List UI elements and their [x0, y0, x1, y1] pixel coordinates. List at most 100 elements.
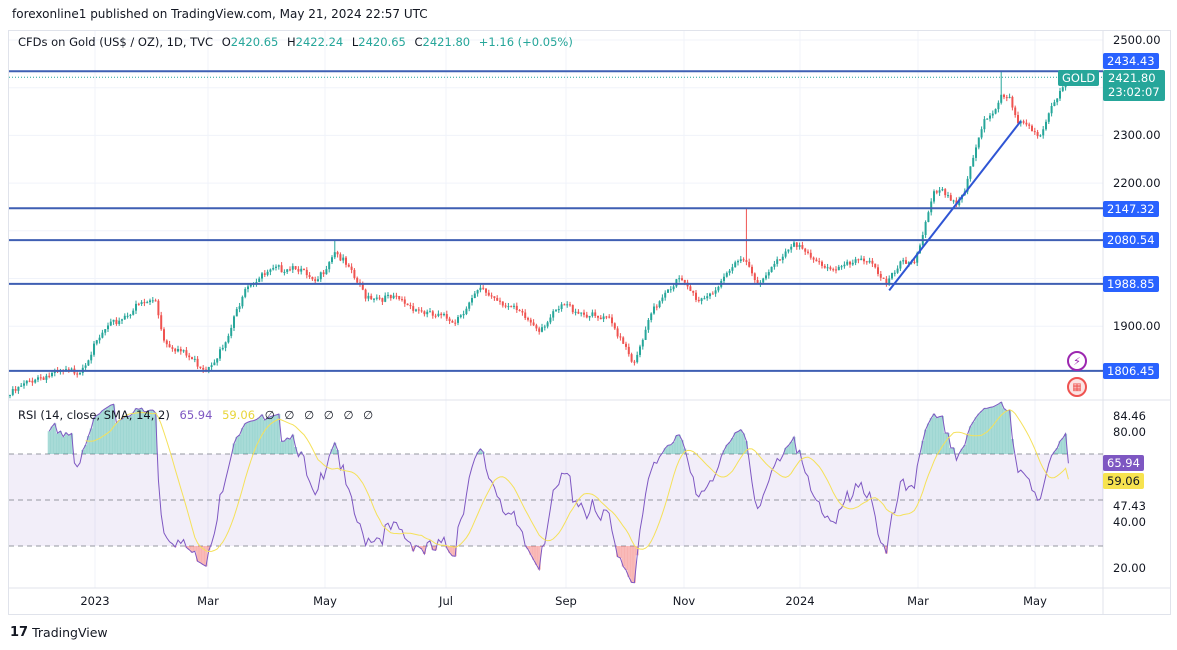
candle-body: [193, 358, 196, 360]
candle-body: [641, 339, 644, 347]
candle-body: [398, 296, 401, 300]
candle-body: [731, 267, 734, 271]
candle-body: [482, 287, 485, 289]
candle-body: [902, 260, 905, 262]
candle-body: [440, 313, 443, 316]
candle-body: [401, 299, 403, 301]
candle-body: [818, 261, 821, 263]
us-flag-icon[interactable]: ▦: [1067, 377, 1087, 397]
candle-body: [555, 310, 557, 312]
candle-body: [972, 157, 975, 167]
candle-body: [305, 269, 308, 276]
candle-body: [224, 342, 227, 348]
candle-body: [389, 294, 392, 299]
candle-body: [907, 262, 910, 264]
candle-body: [87, 360, 90, 366]
candle-body: [762, 278, 765, 283]
candle-body: [314, 279, 317, 282]
tradingview-logo[interactable]: 17 TradingView: [10, 625, 108, 640]
time-tick: Sep: [555, 594, 577, 608]
candle-body: [468, 302, 471, 309]
candle-body: [840, 266, 843, 268]
candle-body: [249, 284, 252, 287]
rsi-sma-value: 59.06: [222, 408, 256, 422]
candle-body: [202, 367, 205, 370]
candle-body: [185, 350, 188, 356]
candle-body: [149, 300, 151, 303]
candle-body: [938, 190, 941, 193]
candle-body: [277, 265, 280, 267]
candle-body: [171, 347, 174, 349]
candle-body: [966, 178, 969, 192]
candle-body: [667, 289, 669, 293]
candle-body: [812, 257, 815, 260]
candle-body: [233, 316, 235, 328]
candle-body: [443, 314, 445, 316]
candle-body: [387, 294, 389, 296]
candle-body: [76, 373, 79, 375]
candle-body: [924, 221, 927, 236]
candle-body: [28, 380, 31, 382]
candle-body: [700, 298, 703, 302]
candle-body: [734, 262, 737, 268]
candle-body: [784, 251, 787, 257]
candle-body: [476, 290, 479, 294]
candle-body: [490, 295, 493, 297]
level-tag-2434: 2434.43: [1103, 53, 1159, 69]
candle-body: [770, 266, 773, 273]
candle-body: [39, 377, 42, 379]
candle-body: [776, 259, 779, 264]
candle-body: [585, 314, 588, 318]
candle-body: [636, 354, 639, 363]
rsi-tick: 40.00: [1113, 515, 1146, 529]
candle-body: [412, 306, 415, 311]
candle-body: [919, 245, 921, 253]
close-label: C: [414, 35, 423, 49]
change-value: +1.16 (+0.05%): [478, 35, 573, 49]
candle-body: [1000, 94, 1003, 103]
candle-body: [95, 340, 98, 344]
rsi-sma-tag: 59.06: [1103, 473, 1144, 489]
candle-body: [487, 292, 490, 296]
candle-body: [706, 296, 709, 299]
low-label: L: [351, 35, 359, 49]
time-tick: Nov: [672, 594, 696, 608]
candle-body: [409, 305, 412, 307]
candle-body: [678, 278, 681, 280]
candle-body: [801, 245, 804, 249]
candle-body: [975, 147, 977, 158]
candle-body: [672, 286, 675, 290]
candle-body: [37, 377, 39, 380]
candle-body: [269, 269, 272, 272]
candle-body: [543, 326, 546, 328]
brand-name: TradingView: [32, 625, 108, 640]
candle-body: [457, 317, 459, 323]
lightning-icon[interactable]: ⚡: [1067, 351, 1087, 371]
candle-body: [98, 337, 101, 341]
candle-body: [381, 298, 384, 302]
candle-body: [655, 306, 658, 308]
candle-body: [790, 246, 793, 250]
candle-body: [944, 189, 947, 196]
candle-body: [109, 321, 112, 326]
candle-body: [216, 358, 219, 363]
candle-body: [846, 261, 849, 265]
candle-body: [711, 293, 714, 295]
candle-body: [499, 300, 501, 302]
candle-body: [272, 267, 275, 270]
candle-body: [745, 260, 748, 262]
candle-body: [877, 267, 879, 274]
candle-body: [261, 273, 263, 279]
candle-body: [781, 256, 784, 261]
candle-body: [899, 261, 902, 269]
candle-body: [664, 292, 667, 298]
candle-body: [454, 322, 457, 324]
candle-body: [557, 308, 560, 311]
candle-body: [235, 309, 238, 317]
candle-body: [384, 295, 387, 302]
candle-body: [742, 259, 745, 261]
candle-body: [1059, 90, 1061, 99]
candle-body: [779, 259, 781, 261]
candle-body: [347, 264, 350, 267]
